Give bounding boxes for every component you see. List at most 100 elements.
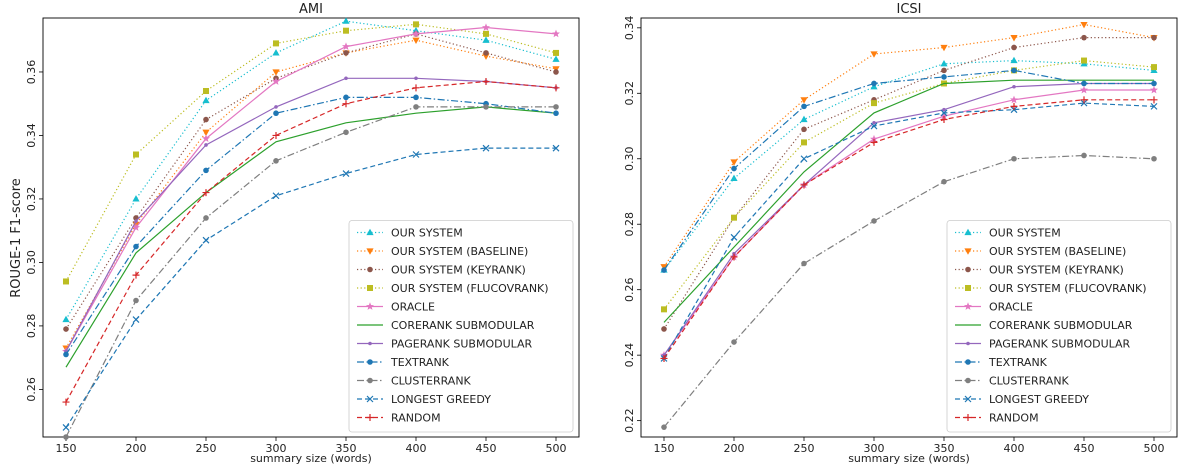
ami-data-point [482,144,490,152]
ami-x-tick-label: 250 [196,442,217,455]
icsi-legend-marker [964,302,972,310]
icsi-series-line [663,82,1154,356]
ami-series-1 [62,17,560,323]
ami-y-tick-label: 0.32 [25,187,38,212]
icsi-legend-box [946,220,1172,433]
ami-y-tick-label: 0.28 [25,314,38,339]
ami-data-point [414,76,418,81]
icsi-data-point [941,74,947,80]
icsi-data-point [1080,85,1088,94]
ami-data-point [202,96,210,104]
ami-legend-label: LONGEST GREEDY [391,393,491,406]
ami-data-point [132,271,140,279]
ami-data-point [482,36,490,43]
icsi-data-point [871,100,877,107]
icsi-x-tick-label: 200 [724,442,745,455]
ami-legend-label: ORACLE [391,301,435,314]
ami-series-line [65,77,557,352]
ami-data-point [203,167,209,174]
ami-data-point [204,143,208,147]
ami-data-point [343,50,349,56]
icsi-data-point [1151,155,1157,162]
ami-data-point [482,53,490,60]
icsi-series-line [663,23,1155,268]
ami-data-point [553,69,559,75]
ami-data-point [482,23,490,31]
icsi-legend-label: ORACLE [989,301,1033,314]
icsi-data-point [1081,34,1087,41]
ami-data-point [134,219,138,223]
icsi-data-point [940,109,948,117]
ami-legend-label: TEXTRANK [390,356,450,369]
ami-data-point [552,144,560,152]
ami-data-point [272,49,280,56]
ami-data-point [202,129,210,137]
icsi-series-line [663,69,1154,271]
ami-data-point [413,21,419,28]
icsi-legend-label: CLUSTERRANK [989,375,1070,388]
icsi-data-point [801,126,807,133]
ami-legend-label: RANDOM [391,412,441,425]
icsi-legend-label: OUR SYSTEM [989,227,1061,240]
icsi-data-point [1010,35,1018,42]
ami-data-point [273,158,279,164]
icsi-data-point [1080,21,1088,29]
icsi-data-point [940,115,948,123]
icsi-legend-marker [965,359,971,365]
icsi-legend-label: CORERANK SUBMODULAR [989,319,1133,332]
ami-data-point [342,100,350,108]
ami-series-line [65,147,556,428]
ami-data-point [553,104,559,110]
ami-data-point [203,88,209,95]
ami-data-point [552,84,560,92]
ami-data-point [483,104,489,110]
ami-legend-box [348,220,574,433]
icsi-data-point [872,120,876,125]
ami-legend-marker [366,302,374,310]
ami-data-point [342,17,350,24]
ami-data-point [62,424,70,431]
icsi-series-line [663,59,1155,310]
ami-data-point [552,55,560,62]
icsi-data-point [870,122,878,130]
ami-x-tick-label: 500 [546,442,567,455]
ami-data-point [203,215,209,221]
icsi-data-point [661,306,667,313]
icsi-data-point [870,51,878,58]
ami-data-point [413,104,419,110]
ami-data-point [412,151,420,158]
icsi-data-point [1150,102,1158,110]
ami-legend-marker [366,414,374,421]
icsi-panel: ICSI summary size (words) 150 200 250 300 35… [623,2,1178,465]
ami-legend-marker [367,285,373,291]
ami-data-point [62,315,70,323]
icsi-data-point [661,267,667,273]
ami-series-line [65,106,556,438]
ami-data-point [413,94,419,101]
ami-data-point [342,42,350,50]
icsi-data-point [1081,80,1087,87]
ami-series-3 [63,31,559,332]
icsi-data-point [730,253,738,261]
icsi-legend-marker [964,228,972,236]
icsi-data-point [660,354,668,362]
ami-data-point [273,40,279,47]
ami-series-6 [65,106,557,368]
ami-series-line [65,26,557,352]
icsi-data-point [1010,102,1018,110]
ami-legend-marker [367,359,373,365]
ami-data-point [63,351,69,358]
ami-x-tick-label: 150 [56,442,77,455]
ami-series-8 [63,94,559,358]
ami-data-point [63,278,69,285]
ami-data-point [62,398,70,406]
icsi-title: ICSI [897,2,922,17]
icsi-y-tick-label: 0.26 [623,277,636,302]
ami-legend-label: CLUSTERRANK [391,375,472,388]
ami-data-point [272,131,280,139]
ami-legend-marker [366,248,374,255]
icsi-data-point [1081,57,1087,64]
ami-data-point [343,27,349,34]
icsi-y-tick-label: 0.28 [623,212,636,237]
icsi-data-point [1151,34,1157,41]
